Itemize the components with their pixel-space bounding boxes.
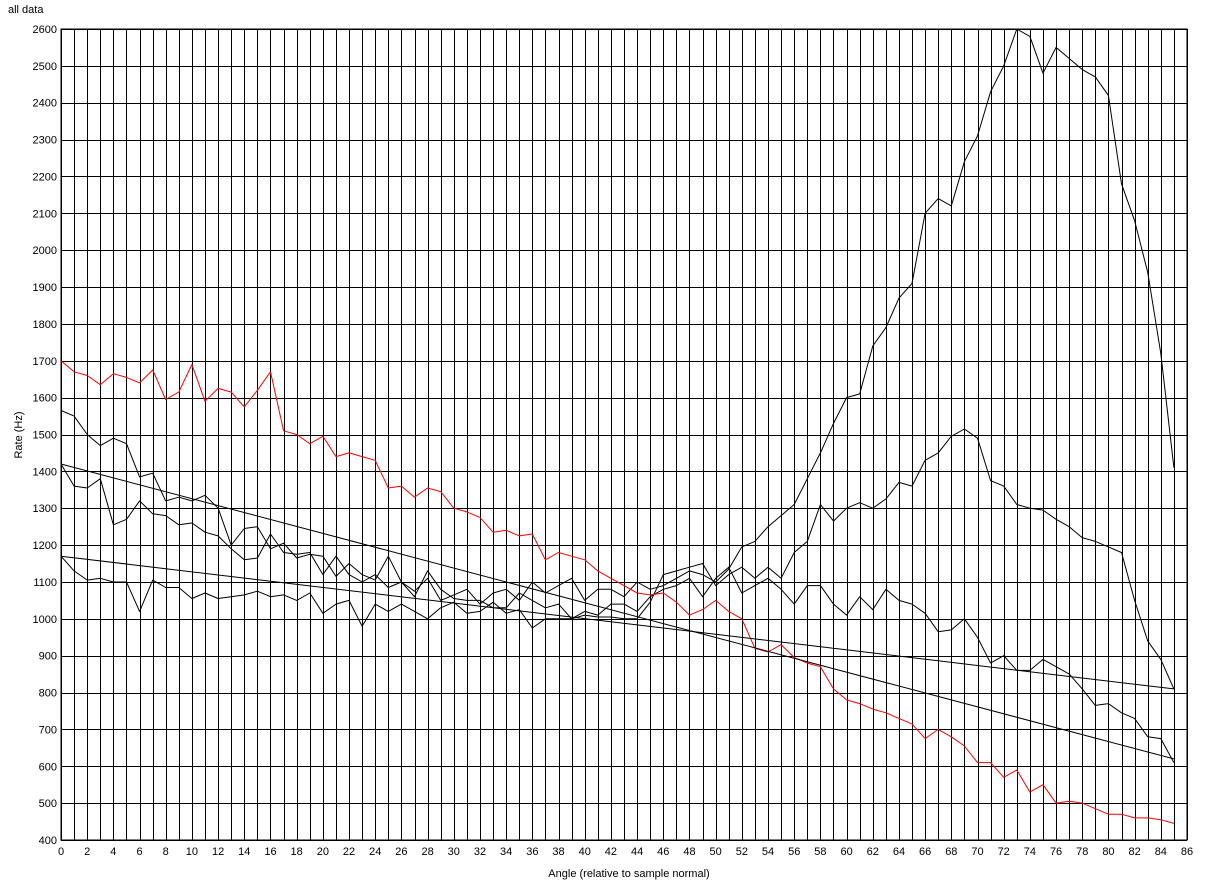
y-tick-label: 1500 [33, 430, 57, 442]
series-line-3 [60, 428, 1175, 690]
x-tick-label: 42 [605, 846, 617, 858]
x-tick-label: 10 [186, 846, 198, 858]
x-tick-label: 46 [657, 846, 669, 858]
x-tick-label: 76 [1050, 846, 1062, 858]
y-tick-label: 1400 [33, 466, 57, 478]
y-tick-label: 2000 [33, 245, 57, 257]
y-tick-label: 400 [39, 835, 57, 847]
y-tick-label: 2300 [33, 135, 57, 147]
y-tick-label: 500 [39, 798, 57, 810]
x-tick-label: 62 [867, 846, 879, 858]
y-tick-label: 2100 [33, 208, 57, 220]
y-tick-label: 2200 [33, 171, 57, 183]
x-tick-label: 84 [1155, 846, 1167, 858]
x-tick-label: 52 [736, 846, 748, 858]
x-tick-label: 34 [500, 846, 512, 858]
x-tick-label: 24 [369, 846, 381, 858]
y-tick-label: 1100 [33, 577, 57, 589]
y-tick-label: 800 [39, 688, 57, 700]
x-tick-label: 78 [1076, 846, 1088, 858]
x-tick-label: 12 [212, 846, 224, 858]
y-tick-label: 2400 [33, 98, 57, 110]
series-line-2 [60, 463, 1175, 763]
x-tick-label: 60 [840, 846, 852, 858]
y-tick-label: 1900 [33, 282, 57, 294]
y-tick-label: 1300 [33, 503, 57, 515]
x-tick-label: 14 [238, 846, 250, 858]
x-tick-label: 16 [264, 846, 276, 858]
x-tick-label: 36 [526, 846, 538, 858]
y-tick-label: 2600 [33, 24, 57, 36]
x-axis-label: Angle (relative to sample normal) [548, 868, 709, 880]
x-tick-label: 40 [579, 846, 591, 858]
x-tick-label: 26 [395, 846, 407, 858]
series-line-4 [60, 360, 1175, 824]
x-tick-label: 80 [1102, 846, 1114, 858]
x-tick-label: 48 [683, 846, 695, 858]
x-tick-label: 72 [998, 846, 1010, 858]
series-line-1 [60, 28, 1175, 605]
x-tick-label: 38 [552, 846, 564, 858]
y-tick-label: 900 [39, 651, 57, 663]
x-tick-label: 2 [84, 846, 90, 858]
x-tick-label: 56 [788, 846, 800, 858]
x-tick-label: 70 [971, 846, 983, 858]
x-tick-label: 44 [631, 846, 643, 858]
y-axis-label: Rate (Hz) [13, 411, 25, 458]
x-axis-ticks: 0 2 4 6 8 10 12 14 16 18 20 22 24 26 28 30 32 34 36 38 40 42 4… [58, 846, 1193, 858]
series-line-5 [60, 463, 1175, 760]
y-tick-label: 1200 [33, 540, 57, 552]
x-tick-label: 0 [58, 846, 64, 858]
x-tick-label: 68 [945, 846, 957, 858]
y-axis-ticks: 400 500 600 700 800 900 1000 1100 1200 1300 1400 15… [33, 24, 57, 847]
x-tick-label: 86 [1181, 846, 1193, 858]
plot-grid [60, 28, 1188, 841]
plot-series [60, 28, 1175, 824]
x-tick-label: 18 [291, 846, 303, 858]
y-tick-label: 600 [39, 761, 57, 773]
x-tick-label: 66 [919, 846, 931, 858]
x-tick-label: 20 [317, 846, 329, 858]
x-tick-label: 28 [421, 846, 433, 858]
x-tick-label: 22 [343, 846, 355, 858]
x-tick-label: 32 [474, 846, 486, 858]
x-tick-label: 30 [448, 846, 460, 858]
x-tick-label: 8 [163, 846, 169, 858]
x-tick-label: 64 [893, 846, 905, 858]
y-tick-label: 2500 [33, 61, 57, 73]
y-tick-label: 1800 [33, 319, 57, 331]
x-tick-label: 82 [1129, 846, 1141, 858]
y-tick-label: 700 [39, 724, 57, 736]
chart-title: all data [8, 4, 44, 16]
x-tick-label: 58 [814, 846, 826, 858]
x-tick-label: 54 [762, 846, 774, 858]
y-tick-label: 1000 [33, 614, 57, 626]
y-tick-label: 1700 [33, 356, 57, 368]
x-tick-label: 4 [110, 846, 116, 858]
x-tick-label: 6 [136, 846, 142, 858]
y-tick-label: 1600 [33, 393, 57, 405]
x-tick-label: 50 [710, 846, 722, 858]
x-tick-label: 74 [1024, 846, 1036, 858]
series-line-6 [60, 555, 1174, 690]
